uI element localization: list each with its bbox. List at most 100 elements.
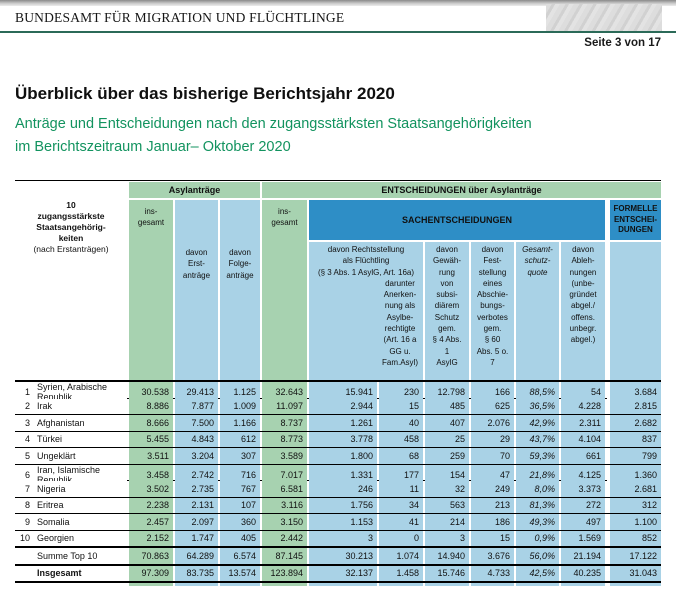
row-value-cell: 1.360 [607, 464, 661, 485]
row-value-cell: 1.153 [309, 514, 377, 530]
row-value-cell: 3 [425, 530, 469, 546]
row-value-cell: 661 [561, 448, 605, 464]
col-header-nationalities: 10 zugangsstärkste Staatsangehörig- keit… [15, 182, 127, 380]
col-header-gesamtschutzquote: Gesamt- schutz- quote [516, 242, 559, 380]
row-rank: 1 [24, 387, 30, 397]
stub-cell [220, 583, 260, 586]
row-value-cell: 1.747 [175, 530, 218, 546]
row-value-cell: 43,7% [516, 431, 559, 447]
stub-cell [129, 583, 173, 586]
row-value-cell: 2.097 [175, 514, 218, 530]
row-value-cell: 3.511 [129, 448, 173, 464]
row-value-cell: 107 [220, 497, 260, 513]
row-value-cell: 13.574 [220, 565, 260, 581]
row-value-cell: 59,3% [516, 448, 559, 464]
row-value-cell: 97.309 [129, 565, 173, 581]
row-label-cell: Summe Top 10 [15, 548, 127, 564]
row-value-cell: 88,5% [516, 382, 559, 402]
stub-cell [561, 583, 605, 586]
row-value-cell: 34 [379, 497, 423, 513]
row-value-cell: 312 [607, 497, 661, 513]
table-row: 4 Türkei 5.455 4.843 612 8.773 3.778 458 25 29 43,… [15, 431, 661, 448]
row-value-cell: 31.043 [607, 565, 661, 581]
row-value-cell: 3.684 [607, 382, 661, 402]
row-country-name: Insgesamt [37, 568, 82, 579]
row-value-cell: 186 [471, 514, 514, 530]
row-value-cell: 259 [425, 448, 469, 464]
col-header-fluechtling-main: davon Rechtsstellung als Flüchtling (§ 3… [317, 245, 415, 277]
row-value-cell: 1.569 [561, 530, 605, 546]
row-value-cell: 54 [561, 382, 605, 402]
row-value-cell: 1.009 [220, 398, 260, 414]
row-value-cell: 87.145 [262, 548, 307, 564]
row-value-cell: 8.773 [262, 431, 307, 447]
row-country-name: Irak [37, 401, 53, 412]
row-value-cell: 2.238 [129, 497, 173, 513]
row-value-cell: 2.944 [309, 398, 377, 414]
stub-cell [309, 583, 377, 586]
band-sachentscheidungen: SACHENTSCHEIDUNGEN [309, 200, 605, 240]
row-value-cell: 1.125 [220, 382, 260, 402]
row-value-cell: 4.843 [175, 431, 218, 447]
stub-cell [607, 583, 661, 586]
row-value-cell: 3.150 [262, 514, 307, 530]
table-row-sum-top10: Summe Top 10 70.863 64.289 6.574 87.145 30.21… [15, 547, 661, 565]
row-country-name: Syrien, Arabische Republik [37, 382, 108, 402]
row-value-cell: 70.863 [129, 548, 173, 564]
row-value-cell: 0 [379, 530, 423, 546]
row-label-cell: 3 Afghanistan [15, 415, 127, 431]
page-title: Überblick über das bisherige Berichtsjah… [15, 84, 395, 103]
stub-cell [379, 583, 423, 586]
row-label-cell: 8 Eritrea [15, 497, 127, 513]
row-label-cell: 10 Georgien [15, 530, 127, 546]
row-value-cell: 29.413 [175, 382, 218, 402]
row-rank: 8 [24, 500, 30, 511]
row-value-cell: 405 [220, 530, 260, 546]
row-value-cell: 81,3% [516, 497, 559, 513]
row-value-cell: 3.502 [129, 481, 173, 497]
table-row: 9 Somalia 2.457 2.097 360 3.150 1.153 41 214 186 4… [15, 514, 661, 531]
row-country-name: Iran, Islamische Republik [37, 464, 101, 485]
col-header-erstantraege: davon Erst- anträge [175, 200, 218, 380]
col-header-anerkennung: darunter Anerken- nung als Asylbe- recht… [382, 278, 418, 367]
row-value-cell: 15.746 [425, 565, 469, 581]
row-value-cell: 64.289 [175, 548, 218, 564]
row-value-cell: 15 [379, 398, 423, 414]
row-value-cell: 246 [309, 481, 377, 497]
row-country-name: Nigeria [37, 483, 66, 494]
stub-cell [471, 583, 514, 586]
row-value-cell: 1.074 [379, 548, 423, 564]
row-label-cell: 7 Nigeria [15, 481, 127, 497]
table-row: 3 Afghanistan 8.666 7.500 1.166 8.737 1.261 40 4… [15, 415, 661, 432]
row-value-cell: 47 [471, 464, 514, 485]
page-subtitle-line2: im Berichtszeitraum Januar– Oktober 2020 [15, 139, 291, 155]
col-header-fluechtling: davon Rechtsstellung als Flüchtling (§ 3… [309, 242, 423, 380]
row-value-cell: 40 [379, 415, 423, 431]
row-value-cell: 272 [561, 497, 605, 513]
row-value-cell: 42,9% [516, 415, 559, 431]
row-value-cell: 4.125 [561, 464, 605, 485]
table-header: 10 zugangsstärkste Staatsangehörig- keit… [15, 180, 661, 382]
row-value-cell: 3.676 [471, 548, 514, 564]
row-value-cell: 11 [379, 481, 423, 497]
row-value-cell: 230 [379, 382, 423, 402]
row-value-cell: 41 [379, 514, 423, 530]
stub-cell [262, 583, 307, 586]
table-body: 1 Syrien, Arabische Republik 30.538 29.413 1… [15, 382, 661, 586]
row-value-cell: 6.581 [262, 481, 307, 497]
row-rank: 5 [24, 450, 30, 461]
row-rank: 10 [19, 533, 30, 544]
row-value-cell: 83.735 [175, 565, 218, 581]
row-value-cell: 177 [379, 464, 423, 485]
col-header-folgeantraege: davon Folge- anträge [220, 200, 260, 380]
row-value-cell: 3.589 [262, 448, 307, 464]
row-value-cell: 21.194 [561, 548, 605, 564]
col-header-subsidiaer: davon Gewäh- rung von subsi- diärem Schu… [425, 242, 469, 380]
row-value-cell: 32 [425, 481, 469, 497]
row-value-cell: 12.798 [425, 382, 469, 402]
col-header-ablehnungen: davon Ableh- nungen (unbe- gründet abgel… [561, 242, 605, 380]
row-value-cell: 214 [425, 514, 469, 530]
table-row: 2 Irak 8.886 7.877 1.009 11.097 2.944 15 485 625 3… [15, 398, 661, 415]
row-value-cell: 36,5% [516, 398, 559, 414]
row-value-cell: 1.166 [220, 415, 260, 431]
